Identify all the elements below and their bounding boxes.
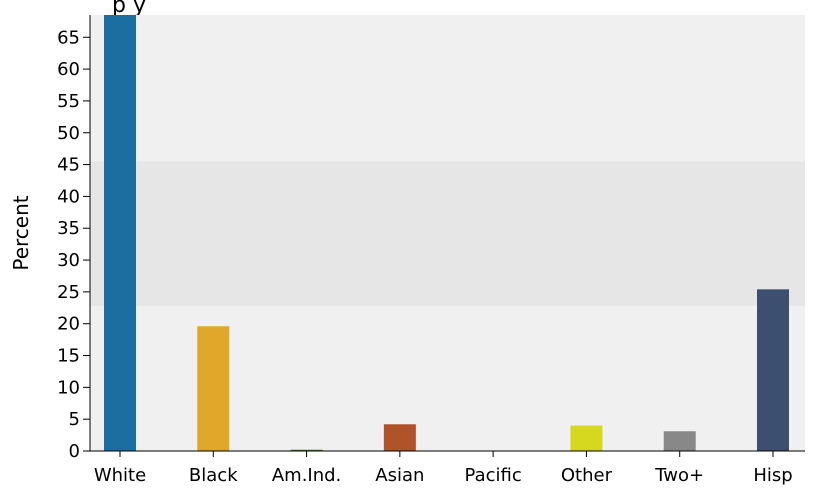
bar-am-ind xyxy=(290,449,323,451)
y-tick-label: 25 xyxy=(57,282,80,303)
x-tick-label: Other xyxy=(561,465,613,486)
x-tick-label: Asian xyxy=(375,465,424,486)
highlight-band xyxy=(90,161,805,306)
y-axis-ticks: 0 5 10 15 20 25 30 35 40 45 50 55 60 65 xyxy=(57,27,90,462)
y-tick-label: 10 xyxy=(57,377,80,398)
y-tick-label: 60 xyxy=(57,59,80,80)
y-tick-label: 0 xyxy=(69,441,80,462)
y-tick-label: 50 xyxy=(57,123,80,144)
y-tick-label: 55 xyxy=(57,91,80,112)
bar-other xyxy=(570,425,603,451)
x-tick-label: Am.Ind. xyxy=(272,465,341,486)
chart-title: p y xyxy=(112,0,146,18)
y-tick-label: 5 xyxy=(69,409,80,430)
x-tick-label: White xyxy=(94,465,146,486)
x-tick-label: Pacific xyxy=(465,465,522,486)
y-axis-title: Percent xyxy=(9,195,33,270)
y-tick-label: 30 xyxy=(57,250,80,271)
bar-black xyxy=(197,326,230,451)
x-tick-label: Two+ xyxy=(654,465,704,486)
x-tick-label: Hisp xyxy=(753,465,792,486)
bars-group xyxy=(104,15,789,451)
y-tick-label: 20 xyxy=(57,314,80,335)
y-tick-label: 15 xyxy=(57,346,80,367)
y-tick-label: 40 xyxy=(57,186,80,207)
y-tick-label: 65 xyxy=(57,27,80,48)
y-tick-label: 45 xyxy=(57,155,80,176)
bar-hisp xyxy=(757,289,789,451)
y-tick-label: 35 xyxy=(57,218,80,239)
bar-two xyxy=(663,431,696,451)
bar-white xyxy=(104,15,136,451)
x-tick-label: Black xyxy=(189,465,238,486)
x-axis-labels: White Black Am.Ind. Asian Pacific Other Two+ Hi… xyxy=(94,451,793,486)
bar-asian xyxy=(383,424,416,451)
